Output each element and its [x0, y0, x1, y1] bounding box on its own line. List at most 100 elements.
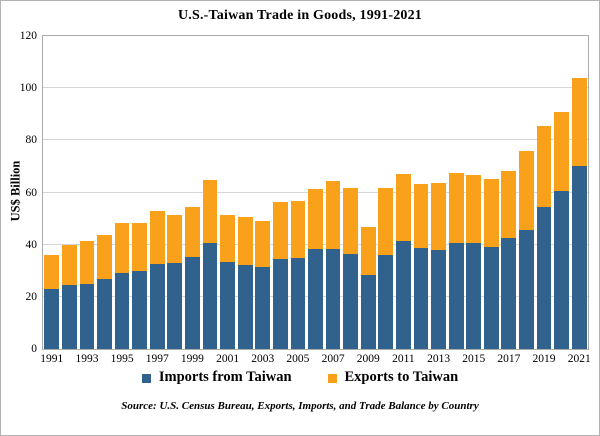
y-tick-100: 100 [19, 82, 37, 95]
bar-2004-imports-segment [272, 258, 288, 349]
bar-2021-imports-segment [571, 166, 587, 349]
bar-1991-exports-segment [44, 254, 60, 290]
bar-2010 [378, 187, 394, 349]
bar-2007 [325, 180, 341, 349]
bar-1992-imports-segment [61, 284, 77, 349]
bar-2005 [290, 200, 306, 349]
bar-2017-imports-segment [501, 238, 517, 349]
bar-1997-imports-segment [149, 263, 165, 349]
x-tick-2011: 2011 [392, 353, 415, 365]
bar-2018-exports-segment [519, 150, 534, 230]
bar-2005-exports-segment [290, 200, 306, 259]
bar-2008-exports-segment [343, 188, 359, 255]
bar-2014-imports-segment [448, 243, 464, 349]
bar-1991 [44, 254, 60, 349]
bar-2018-imports-segment [519, 229, 534, 349]
bar-2002-exports-segment [237, 217, 253, 266]
legend-item-imports: Imports from Taiwan [141, 369, 292, 386]
bar-2007-imports-segment [325, 249, 341, 349]
bar-2000 [202, 179, 218, 349]
bar-2016-exports-segment [483, 178, 499, 247]
x-tick-1997: 1997 [145, 353, 169, 365]
x-tick-2019: 2019 [532, 353, 556, 365]
bar-2018 [519, 150, 534, 349]
bar-1997-exports-segment [149, 210, 165, 264]
bar-2011 [396, 173, 411, 349]
legend-item-exports: Exports to Taiwan [327, 369, 459, 386]
bar-1992 [61, 244, 77, 349]
gridline-80 [43, 139, 588, 141]
bar-1994-exports-segment [97, 234, 112, 280]
y-tick-60: 60 [25, 186, 38, 199]
bar-2006-imports-segment [308, 249, 323, 349]
bar-1998 [167, 215, 183, 349]
bar-1996-exports-segment [132, 223, 148, 272]
legend-label-imports: Imports from Taiwan [158, 369, 292, 385]
legend: Imports from Taiwan Exports to Taiwan [1, 369, 599, 386]
bar-2008 [343, 188, 359, 349]
bar-2007-exports-segment [325, 180, 341, 250]
bar-2012 [413, 183, 429, 349]
bar-1996 [132, 223, 148, 349]
x-tick-2013: 2013 [427, 353, 451, 365]
bar-2012-exports-segment [413, 183, 429, 248]
bar-2015 [466, 175, 482, 349]
bar-2001-imports-segment [220, 261, 235, 349]
bar-2008-imports-segment [343, 254, 359, 349]
y-tick-120: 120 [19, 30, 37, 42]
bar-2021-exports-segment [571, 77, 587, 167]
bar-2015-imports-segment [466, 242, 482, 349]
bar-2019-imports-segment [536, 207, 552, 349]
bar-2004-exports-segment [272, 202, 288, 259]
bar-1996-imports-segment [132, 271, 148, 349]
y-tick-20: 20 [25, 290, 38, 303]
x-tick-2005: 2005 [286, 353, 310, 365]
x-tick-2009: 2009 [356, 353, 380, 365]
bar-1998-imports-segment [167, 262, 183, 349]
bar-2003-exports-segment [255, 221, 271, 267]
legend-label-exports: Exports to Taiwan [344, 369, 459, 385]
chart-title: U.S.-Taiwan Trade in Goods, 1991-2021 [177, 8, 423, 23]
bar-2013-imports-segment [431, 250, 446, 349]
bar-2003-imports-segment [255, 266, 271, 349]
bar-2021 [571, 77, 587, 349]
y-tick-0: 0 [31, 343, 37, 355]
imports-legend-marker-icon [141, 373, 151, 383]
x-tick-2021: 2021 [567, 353, 591, 365]
bar-2013-exports-segment [431, 183, 446, 251]
bar-1993-exports-segment [79, 241, 95, 284]
bar-1994-imports-segment [97, 279, 112, 349]
bar-2011-imports-segment [396, 241, 411, 349]
x-tick-2017: 2017 [497, 353, 521, 365]
bar-2019 [536, 125, 552, 349]
bar-2020-exports-segment [554, 111, 569, 192]
bar-2004 [272, 202, 288, 349]
bar-2010-imports-segment [378, 255, 394, 349]
bar-1999-exports-segment [185, 207, 200, 258]
bar-2001-exports-segment [220, 214, 235, 262]
bar-2014 [448, 173, 464, 349]
bar-1998-exports-segment [167, 215, 183, 263]
bar-2019-exports-segment [536, 125, 552, 208]
bar-1997 [149, 210, 165, 349]
bar-2010-exports-segment [378, 187, 394, 256]
bar-1995-exports-segment [114, 223, 130, 274]
x-tick-1993: 1993 [75, 353, 99, 365]
bar-1999-imports-segment [185, 257, 200, 349]
bar-2001 [220, 214, 235, 349]
bar-2012-imports-segment [413, 247, 429, 349]
x-tick-1999: 1999 [180, 353, 204, 365]
bar-2005-imports-segment [290, 258, 306, 349]
x-tick-2015: 2015 [462, 353, 486, 365]
bar-1994 [97, 234, 112, 349]
plot-area [42, 35, 589, 350]
bar-2015-exports-segment [466, 175, 482, 243]
bar-1993-imports-segment [79, 283, 95, 349]
bar-2006 [308, 189, 323, 349]
bar-2009-exports-segment [360, 226, 376, 275]
bar-2000-imports-segment [202, 243, 218, 349]
bar-2020 [554, 111, 569, 349]
bar-2006-exports-segment [308, 189, 323, 250]
bar-2002 [237, 217, 253, 349]
exports-legend-marker-icon [327, 373, 337, 383]
